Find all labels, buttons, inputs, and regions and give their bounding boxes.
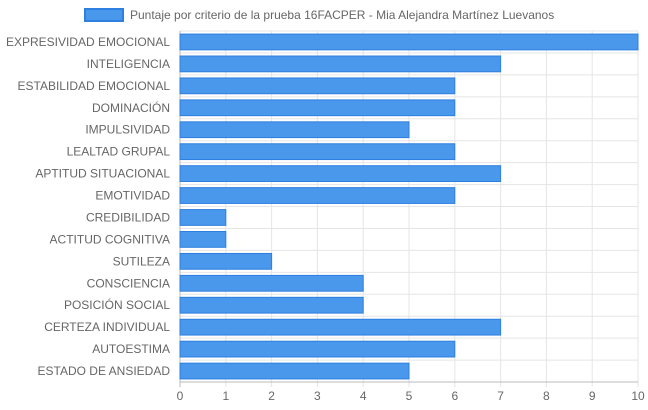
- category-label: EXPRESIVIDAD EMOCIONAL: [6, 35, 170, 49]
- legend-swatch: [84, 8, 124, 22]
- category-label: CERTEZA INDIVIDUAL: [44, 320, 170, 334]
- legend-label: Puntaje por criterio de la prueba 16FACP…: [130, 8, 554, 22]
- x-tick-label: 2: [268, 389, 275, 403]
- bar-sutileza[interactable]: [179, 252, 273, 270]
- category-labels: EXPRESIVIDAD EMOCIONAL INTELIGENCIA ESTABI…: [6, 35, 170, 378]
- bar-actitud-cognitiva[interactable]: [179, 231, 227, 248]
- category-label: DOMINACIÓN: [92, 100, 170, 115]
- bar-credibilidad[interactable]: [179, 209, 227, 226]
- bar-estabilidad-emocional[interactable]: [179, 77, 456, 95]
- x-axis-ticks: 0 1 2 3 4 5 6 7 8 9 10: [177, 389, 645, 403]
- category-label: APTITUD SITUACIONAL: [35, 167, 170, 181]
- category-label: SUTILEZA: [113, 254, 170, 268]
- bar-dominación[interactable]: [179, 99, 456, 117]
- category-label: INTELIGENCIA: [87, 57, 170, 71]
- bar-estado-de-ansiedad[interactable]: [179, 362, 410, 380]
- x-tick-label: 6: [451, 389, 458, 403]
- category-label: POSICIÓN SOCIAL: [64, 297, 170, 312]
- x-tick-label: 7: [497, 389, 504, 403]
- bar-posición-social[interactable]: [179, 296, 364, 314]
- bar-emotividad[interactable]: [179, 187, 456, 204]
- x-tick-label: 3: [314, 389, 321, 403]
- category-label: AUTOESTIMA: [92, 342, 170, 356]
- category-label: EMOTIVIDAD: [95, 189, 170, 203]
- bar-certeza-individual[interactable]: [179, 318, 502, 336]
- category-label: ACTITUD COGNITIVA: [50, 232, 170, 246]
- x-tick-label: 5: [406, 389, 413, 403]
- category-label: ESTABILIDAD EMOCIONAL: [18, 79, 171, 93]
- category-label: ESTADO DE ANSIEDAD: [38, 364, 171, 378]
- category-label: IMPULSIVIDAD: [85, 123, 170, 137]
- x-tick-label: 9: [589, 389, 596, 403]
- bar-lealtad-grupal[interactable]: [179, 143, 456, 161]
- bars: [179, 33, 639, 380]
- bar-aptitud-situacional[interactable]: [179, 165, 502, 182]
- bar-impulsividad[interactable]: [179, 121, 410, 139]
- bar-consciencia[interactable]: [179, 274, 364, 292]
- category-label: LEALTAD GRUPAL: [67, 145, 171, 159]
- bar-inteligencia[interactable]: [179, 55, 502, 73]
- x-tick-label: 4: [360, 389, 367, 403]
- x-tick-label: 10: [631, 389, 645, 403]
- bar-expresividad-emocional[interactable]: [179, 33, 639, 51]
- x-tick-label: 0: [177, 389, 184, 403]
- legend[interactable]: Puntaje por criterio de la prueba 16FACP…: [84, 8, 554, 22]
- category-label: CREDIBILIDAD: [86, 210, 170, 224]
- category-label: CONSCIENCIA: [87, 276, 170, 290]
- x-tick-label: 1: [222, 389, 229, 403]
- x-tick-label: 8: [543, 389, 550, 403]
- bar-autoestima[interactable]: [179, 340, 456, 358]
